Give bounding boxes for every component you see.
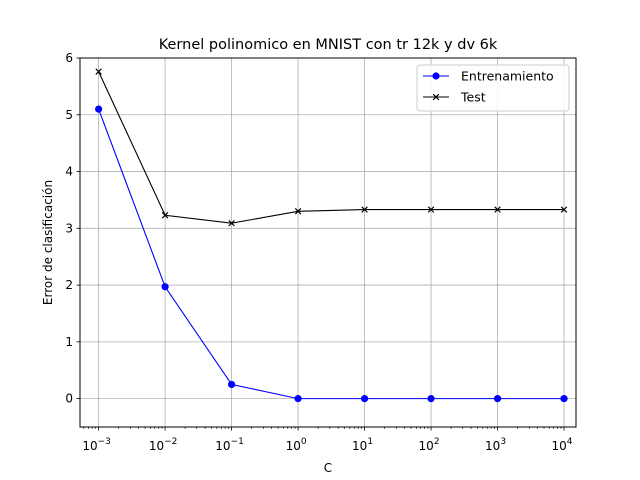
- x-axis-title: C: [324, 461, 332, 475]
- data-point: [360, 395, 369, 403]
- chart-title: Kernel polinomico en MNIST con tr 12k y …: [159, 37, 498, 53]
- legend-label: Entrenamiento: [461, 69, 554, 84]
- data-point: [161, 212, 169, 219]
- data-point: [227, 380, 236, 389]
- data-point: [560, 206, 568, 213]
- y-tick-label: 5: [65, 108, 73, 122]
- legend-marker: [432, 72, 440, 80]
- y-tick-label: 3: [65, 221, 73, 235]
- data-point: [427, 206, 435, 213]
- data-point: [560, 395, 568, 403]
- y-tick-label: 4: [65, 165, 73, 179]
- legend-label: Test: [460, 90, 486, 105]
- legend-box: [416, 64, 570, 112]
- data-point: [95, 68, 102, 75]
- data-point: [95, 105, 103, 113]
- y-tick-label: 2: [65, 278, 73, 292]
- legend: Entrenamiento Test: [416, 64, 570, 112]
- data-point: [228, 219, 235, 227]
- y-tick-label: 0: [65, 392, 73, 406]
- data-point: [494, 206, 501, 213]
- plot-frame: [79, 57, 577, 428]
- y-axis-title: Error de clasificación: [41, 180, 55, 305]
- y-tick-label: 1: [65, 335, 73, 349]
- data-point: [361, 206, 368, 213]
- series-line-0: [98, 108, 565, 400]
- data-point: [294, 395, 302, 403]
- series-line-1: [98, 71, 565, 224]
- data-point: [493, 395, 502, 403]
- data-point: [427, 395, 435, 403]
- data-point: [294, 208, 302, 215]
- legend-marker: [432, 93, 440, 101]
- y-tick-label: 6: [65, 51, 73, 65]
- data-point: [161, 283, 169, 291]
- series: [95, 68, 568, 403]
